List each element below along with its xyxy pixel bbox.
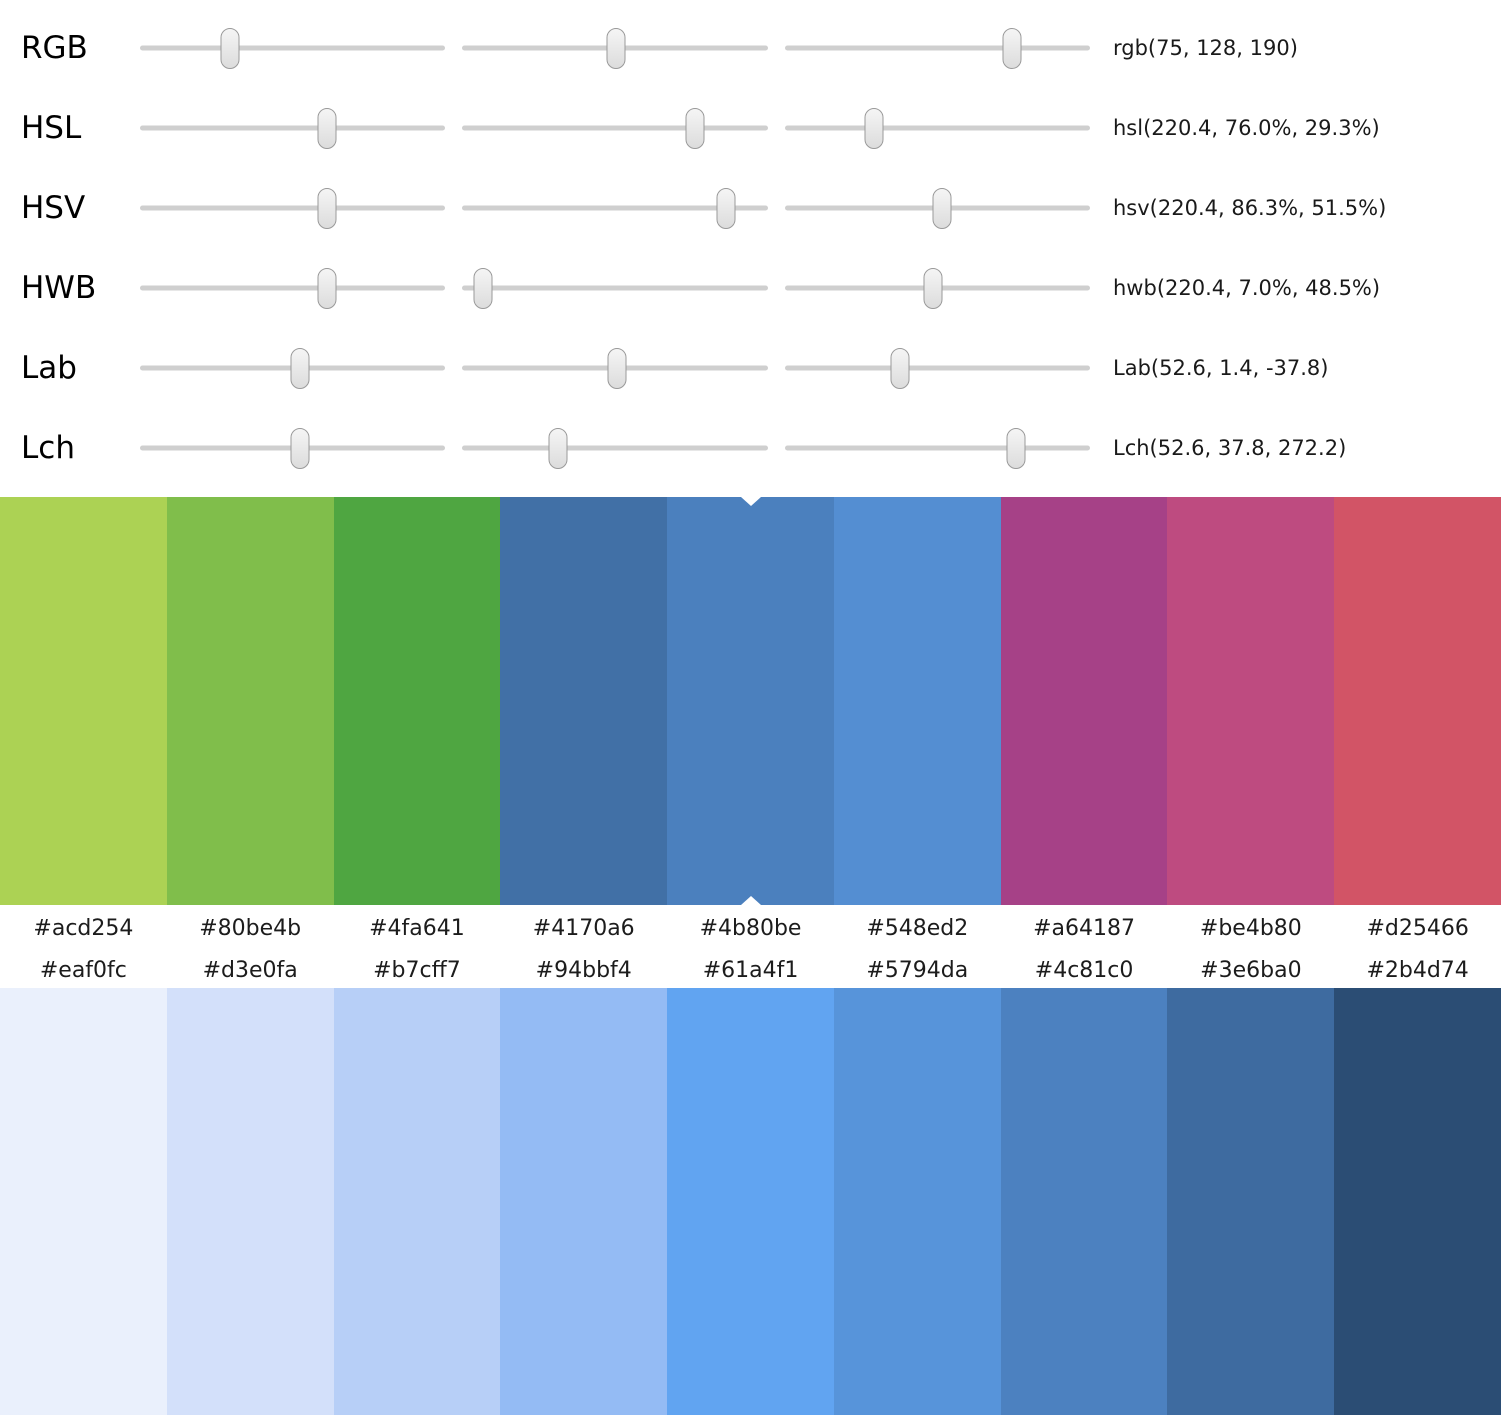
lab-slider-b-thumb[interactable]: [890, 347, 910, 389]
swatch-top-3[interactable]: [333, 497, 501, 905]
hsl-slider-h[interactable]: [140, 107, 445, 149]
hwb-slider-h-thumb[interactable]: [317, 267, 337, 309]
hex-label: #be4b80: [1199, 916, 1302, 941]
hex-label: #94bbf4: [535, 957, 632, 983]
lab-slider-b[interactable]: [785, 347, 1090, 389]
swatch-top-4[interactable]: [500, 497, 668, 905]
slider-row-rgb: RGB rgb(75, 128, 190): [0, 8, 1501, 88]
palette-top-labels: #acd254 #80be4b #4fa641 #4170a6 #4b80be …: [0, 905, 1501, 952]
lch-slider-c-thumb[interactable]: [548, 427, 568, 469]
selected-swatch-marker-bottom: [740, 896, 761, 905]
hex-label: #4fa641: [369, 916, 465, 941]
hex-label: #acd254: [33, 916, 134, 941]
slider-panel: RGB rgb(75, 128, 190) HSL hsl(220: [0, 0, 1501, 488]
swatch-bottom-8[interactable]: [1167, 988, 1335, 1415]
hex-label: #b7cff7: [373, 957, 461, 983]
rgb-slider-b-thumb[interactable]: [1002, 27, 1022, 69]
selected-swatch-marker-top: [740, 497, 761, 506]
swatch-bottom-1[interactable]: [0, 988, 167, 1415]
lch-slider-h[interactable]: [785, 427, 1090, 469]
hsv-slider-h-thumb[interactable]: [317, 187, 337, 229]
hsv-slider-s[interactable]: [462, 187, 768, 229]
lch-slider-l[interactable]: [140, 427, 445, 469]
hsv-slider-v-thumb[interactable]: [932, 187, 952, 229]
swatch-top-7[interactable]: [1000, 497, 1168, 905]
hsv-slider-v[interactable]: [785, 187, 1090, 229]
lab-slider-l-thumb[interactable]: [290, 347, 310, 389]
hex-label: #5794da: [866, 957, 969, 983]
hex-label: #4c81c0: [1034, 957, 1134, 983]
lch-slider-l-thumb[interactable]: [290, 427, 310, 469]
hsl-slider-s[interactable]: [462, 107, 768, 149]
swatch-bottom-2[interactable]: [166, 988, 334, 1415]
hex-label: #eaf0fc: [39, 957, 127, 983]
swatch-top-9[interactable]: [1334, 497, 1501, 905]
rgb-value: rgb(75, 128, 190): [1113, 36, 1298, 60]
colorspace-label-hwb: HWB: [21, 270, 97, 306]
colorspace-label-lch: Lch: [21, 430, 75, 466]
hsl-slider-s-thumb[interactable]: [685, 107, 705, 149]
palette-bottom: [0, 988, 1501, 1415]
hex-label: #61a4f1: [702, 957, 799, 983]
lab-slider-l[interactable]: [140, 347, 445, 389]
colorspace-label-hsv: HSV: [21, 190, 86, 226]
swatch-top-1[interactable]: [0, 497, 167, 905]
swatch-top-6[interactable]: [833, 497, 1001, 905]
lch-slider-h-thumb[interactable]: [1006, 427, 1026, 469]
palette-top: [0, 497, 1501, 905]
hex-label: #2b4d74: [1366, 957, 1469, 983]
slider-row-hsv: HSV hsv(220.4, 86.3%, 51.5%): [0, 168, 1501, 248]
hex-label: #a64187: [1033, 916, 1136, 941]
hsv-slider-s-thumb[interactable]: [716, 187, 736, 229]
rgb-slider-g-thumb[interactable]: [606, 27, 626, 69]
swatch-bottom-6[interactable]: [833, 988, 1001, 1415]
hsl-value: hsl(220.4, 76.0%, 29.3%): [1113, 116, 1380, 140]
hex-label: #d25466: [1366, 916, 1469, 941]
swatch-bottom-7[interactable]: [1000, 988, 1168, 1415]
hsl-slider-h-thumb[interactable]: [317, 107, 337, 149]
lch-slider-c[interactable]: [462, 427, 768, 469]
swatch-top-2[interactable]: [166, 497, 334, 905]
slider-row-hwb: HWB hwb(220.4, 7.0%, 48.5%): [0, 248, 1501, 328]
colorspace-label-hsl: HSL: [21, 110, 82, 146]
lab-slider-a-thumb[interactable]: [607, 347, 627, 389]
slider-row-hsl: HSL hsl(220.4, 76.0%, 29.3%): [0, 88, 1501, 168]
lab-value: Lab(52.6, 1.4, -37.8): [1113, 356, 1329, 380]
hex-label: #80be4b: [199, 916, 302, 941]
rgb-slider-b[interactable]: [785, 27, 1090, 69]
hwb-slider-h[interactable]: [140, 267, 445, 309]
lab-slider-a[interactable]: [462, 347, 768, 389]
hwb-slider-w[interactable]: [462, 267, 768, 309]
hex-label: #548ed2: [866, 916, 969, 941]
hsl-slider-l[interactable]: [785, 107, 1090, 149]
swatch-top-8[interactable]: [1167, 497, 1335, 905]
hwb-slider-b[interactable]: [785, 267, 1090, 309]
rgb-slider-r[interactable]: [140, 27, 445, 69]
palette-bottom-labels: #eaf0fc #d3e0fa #b7cff7 #94bbf4 #61a4f1 …: [0, 952, 1501, 988]
hex-label: #4170a6: [532, 916, 635, 941]
colorspace-label-lab: Lab: [21, 350, 77, 386]
swatch-top-5-selected[interactable]: [667, 497, 834, 905]
hsv-value: hsv(220.4, 86.3%, 51.5%): [1113, 196, 1387, 220]
slider-row-lab: Lab Lab(52.6, 1.4, -37.8): [0, 328, 1501, 408]
hwb-slider-w-thumb[interactable]: [473, 267, 493, 309]
slider-row-lch: Lch Lch(52.6, 37.8, 272.2): [0, 408, 1501, 488]
rgb-slider-r-thumb[interactable]: [220, 27, 240, 69]
hwb-slider-b-thumb[interactable]: [923, 267, 943, 309]
swatch-bottom-3[interactable]: [333, 988, 501, 1415]
rgb-slider-g[interactable]: [462, 27, 768, 69]
hsv-slider-h[interactable]: [140, 187, 445, 229]
hex-label: #d3e0fa: [202, 957, 298, 983]
hwb-value: hwb(220.4, 7.0%, 48.5%): [1113, 276, 1381, 300]
colorspace-label-rgb: RGB: [21, 30, 88, 66]
hex-label: #3e6ba0: [1200, 957, 1302, 983]
hsl-slider-l-thumb[interactable]: [864, 107, 884, 149]
lch-value: Lch(52.6, 37.8, 272.2): [1113, 436, 1347, 460]
swatch-bottom-9[interactable]: [1334, 988, 1501, 1415]
swatch-bottom-5[interactable]: [667, 988, 834, 1415]
hex-label: #4b80be: [699, 916, 802, 941]
swatch-bottom-4[interactable]: [500, 988, 668, 1415]
